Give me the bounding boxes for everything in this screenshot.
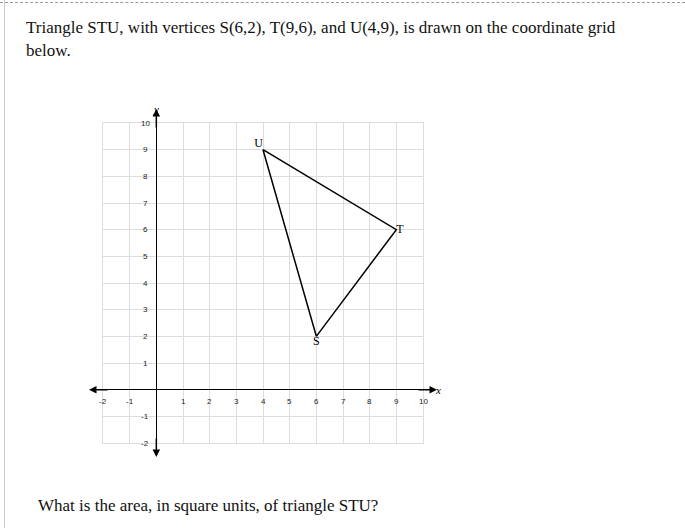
svg-text:2: 2 xyxy=(143,332,148,341)
svg-text:10: 10 xyxy=(419,397,428,406)
svg-text:7: 7 xyxy=(143,199,148,208)
svg-text:x: x xyxy=(435,384,441,396)
svg-text:S: S xyxy=(313,334,320,348)
svg-text:6: 6 xyxy=(143,225,148,234)
svg-text:8: 8 xyxy=(367,397,372,406)
html-text:What is the area, in square un: What is the area, in square units, of tr… xyxy=(38,496,379,515)
svg-text:y: y xyxy=(153,103,159,115)
svg-text:2: 2 xyxy=(207,397,212,406)
svg-text:3: 3 xyxy=(234,397,239,406)
svg-text:5: 5 xyxy=(143,252,148,261)
svg-text:4: 4 xyxy=(143,279,148,288)
html-text:Triangle STU, with vertices S(: Triangle STU, with vertices S(6,2), T(9,… xyxy=(26,18,616,60)
svg-text:6: 6 xyxy=(314,397,319,406)
svg-text:9: 9 xyxy=(394,397,399,406)
svg-text:-2: -2 xyxy=(99,397,107,406)
svg-text:10: 10 xyxy=(141,119,150,128)
svg-text:7: 7 xyxy=(341,397,346,406)
svg-text:-2: -2 xyxy=(141,439,149,448)
svg-text:4: 4 xyxy=(261,397,266,406)
svg-text:T: T xyxy=(396,222,404,236)
svg-text:-1: -1 xyxy=(126,397,134,406)
svg-text:-1: -1 xyxy=(141,412,149,421)
svg-text:8: 8 xyxy=(143,172,148,181)
svg-text:1: 1 xyxy=(143,359,148,368)
svg-text:3: 3 xyxy=(143,305,148,314)
svg-text:1: 1 xyxy=(181,397,186,406)
svg-text:9: 9 xyxy=(143,145,148,154)
svg-text:U: U xyxy=(254,136,263,150)
svg-text:5: 5 xyxy=(287,397,292,406)
